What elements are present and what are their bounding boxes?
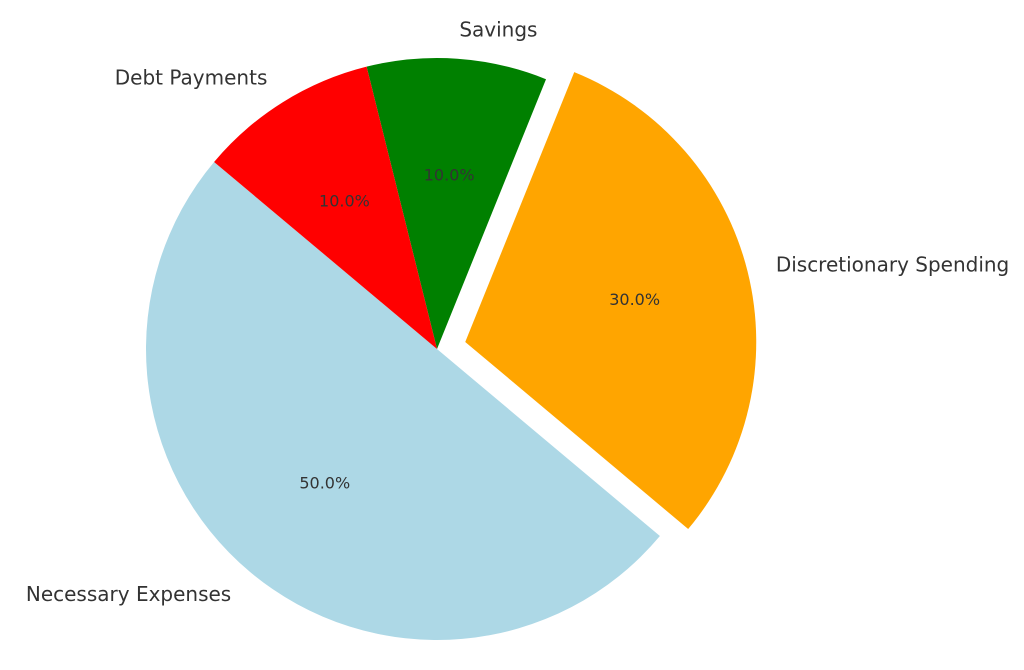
pie-slice-discretionary-spending bbox=[465, 72, 757, 530]
percent-label-savings: 10.0% bbox=[424, 165, 475, 184]
category-labels: Necessary Expenses Discretionary Spending… bbox=[26, 18, 1009, 607]
pie-slice-savings bbox=[366, 57, 547, 349]
category-label-savings: Savings bbox=[459, 18, 537, 42]
percent-label-debt-payments: 10.0% bbox=[319, 191, 370, 210]
percent-labels: 50.0% 30.0% 10.0% 10.0% bbox=[299, 165, 660, 492]
category-label-necessary-expenses: Necessary Expenses bbox=[26, 582, 231, 606]
category-label-debt-payments: Debt Payments bbox=[115, 66, 268, 90]
pie-slice-necessary-expenses bbox=[146, 161, 660, 641]
pie-slice-debt-payments bbox=[214, 66, 437, 349]
category-label-discretionary-spending: Discretionary Spending bbox=[776, 253, 1009, 277]
pie-slices bbox=[146, 57, 757, 641]
percent-label-discretionary-spending: 30.0% bbox=[609, 290, 660, 309]
percent-label-necessary-expenses: 50.0% bbox=[299, 473, 350, 492]
